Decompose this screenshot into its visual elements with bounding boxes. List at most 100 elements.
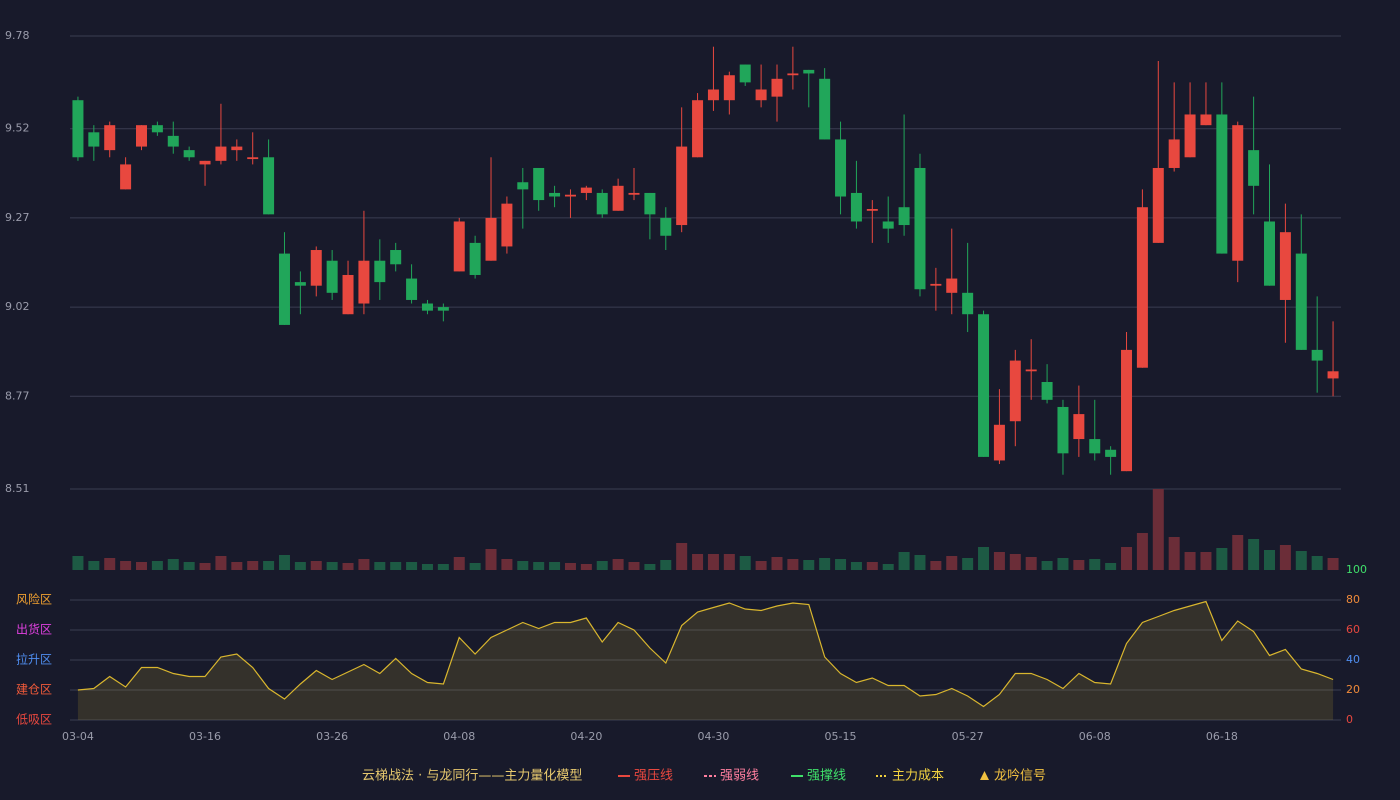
candle-body: [1311, 349, 1323, 361]
candle-body: [850, 192, 862, 222]
x-tick-label: 04-30: [697, 730, 729, 743]
candle-body: [1152, 167, 1164, 243]
candle-body: [866, 208, 878, 211]
candle-body: [1184, 114, 1196, 158]
legend-label: 强撑线: [807, 769, 846, 784]
volume-bar: [1184, 552, 1196, 570]
candle-body: [120, 164, 132, 190]
legend-symbol: [980, 771, 989, 780]
candle-body: [771, 78, 783, 97]
candle-body: [1232, 125, 1244, 261]
volume-bar: [1295, 551, 1307, 570]
volume-bar: [135, 562, 147, 570]
volume-bar: [978, 547, 990, 570]
indicator-area: [77, 601, 1334, 720]
zone-label: 低吸区: [16, 713, 52, 727]
candle-body: [612, 185, 624, 211]
y-tick-label: 9.27: [5, 211, 30, 224]
candle-body: [644, 192, 656, 215]
candle-body: [755, 89, 767, 101]
volume-bar: [723, 554, 735, 570]
legend-title: 云梯战法 · 与龙同行——主力量化模型: [362, 769, 582, 784]
candle-body: [199, 160, 211, 165]
legend-label: 强压线: [634, 769, 673, 784]
volume-bar: [612, 559, 624, 570]
y2-tick-label: 20: [1346, 683, 1360, 696]
candle-body: [660, 217, 672, 236]
candle-body: [469, 242, 481, 275]
x-tick-label: 05-15: [825, 730, 857, 743]
volume-bar: [501, 559, 513, 570]
volume-bar: [120, 561, 132, 570]
candle-body: [1248, 150, 1260, 186]
volume-bar: [1136, 533, 1148, 570]
volume-bar: [580, 564, 592, 570]
y-tick-label: 8.77: [5, 389, 30, 402]
zone-label: 建仓区: [16, 683, 52, 697]
volume-bar: [692, 554, 704, 570]
volume-bar: [231, 562, 243, 570]
volume-bar: [962, 558, 974, 570]
candle-body: [930, 283, 942, 286]
candle-body: [1041, 381, 1053, 400]
candle-body: [1105, 449, 1117, 457]
candle-body: [1136, 207, 1148, 368]
volume-bar: [247, 561, 259, 570]
volume-bar: [453, 557, 465, 570]
candle-body: [421, 303, 433, 311]
volume-bar: [1216, 548, 1228, 570]
volume-bar: [1152, 489, 1164, 570]
volume-bar: [596, 561, 608, 570]
legend-label: 主力成本: [892, 769, 944, 784]
candle-body: [1168, 139, 1180, 168]
legend-label: 强弱线: [720, 769, 759, 784]
candle-body: [993, 424, 1005, 461]
volume-bar: [469, 563, 481, 570]
candle-body: [628, 192, 640, 195]
x-tick-label: 06-18: [1206, 730, 1238, 743]
candle-body: [231, 146, 243, 151]
volume-bar: [167, 559, 179, 570]
candle-body: [310, 250, 322, 286]
volume-bar: [628, 562, 640, 570]
volume-bar: [390, 562, 402, 570]
volume-bar: [866, 562, 878, 570]
candle-body: [342, 274, 354, 315]
indicator-line: [77, 600, 1334, 708]
volume-bar: [1009, 554, 1021, 570]
volume-bar: [533, 562, 545, 570]
volume-bar: [803, 560, 815, 570]
candle-body: [215, 146, 227, 161]
volume-bar: [263, 561, 275, 570]
y-tick-label: 9.02: [5, 300, 30, 313]
y2-tick-label: 80: [1346, 593, 1360, 606]
candle-body: [580, 187, 592, 193]
x-tick-label: 05-27: [952, 730, 984, 743]
candle-body: [549, 192, 561, 197]
volume-bar: [914, 555, 926, 570]
candle-body: [787, 73, 799, 76]
volume-bar: [358, 559, 370, 570]
candle-body: [1057, 406, 1069, 454]
candle-body: [72, 100, 84, 158]
candle-body: [406, 278, 418, 300]
candle-body: [135, 125, 147, 147]
volume-bar: [850, 562, 862, 570]
x-tick-label: 06-08: [1079, 730, 1111, 743]
volume-bar: [310, 561, 322, 570]
candle-body: [278, 253, 290, 325]
candle-body: [437, 307, 449, 311]
volume-bar: [151, 561, 163, 570]
candle-body: [564, 194, 576, 197]
candle-body: [946, 278, 958, 293]
volume-bar: [183, 562, 195, 570]
volume-bar: [199, 563, 211, 570]
candle-body: [914, 167, 926, 290]
x-tick-label: 03-04: [62, 730, 94, 743]
x-tick-label: 03-16: [189, 730, 221, 743]
volume-bar: [644, 564, 656, 570]
candle-body: [501, 203, 513, 247]
candle-body: [167, 135, 179, 147]
volume-bar: [930, 561, 942, 570]
zone-label: 拉升区: [16, 652, 52, 667]
